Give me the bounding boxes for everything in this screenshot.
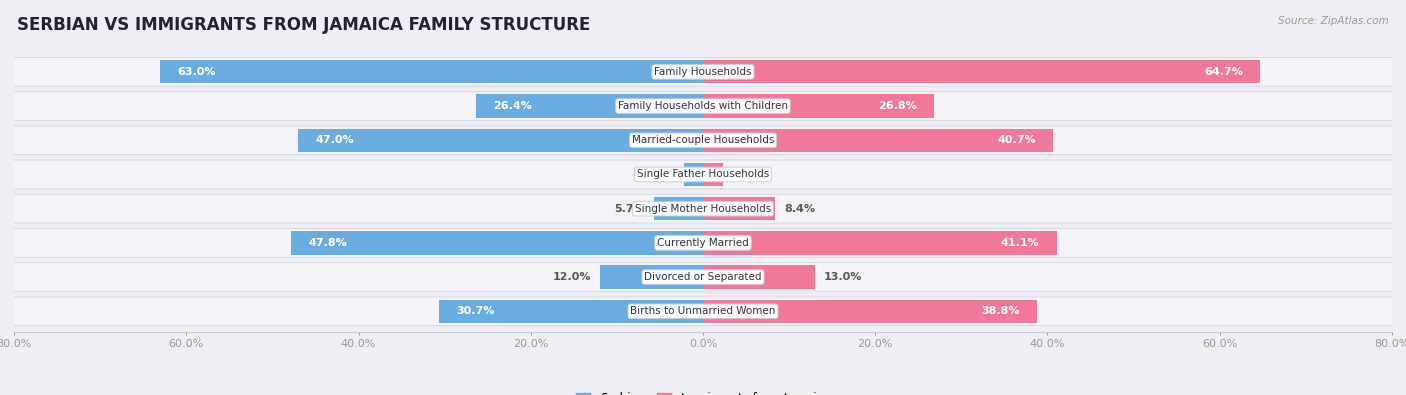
FancyBboxPatch shape xyxy=(7,229,1399,257)
Text: 26.8%: 26.8% xyxy=(877,101,917,111)
Text: Divorced or Separated: Divorced or Separated xyxy=(644,272,762,282)
Text: 26.4%: 26.4% xyxy=(494,101,531,111)
Text: Single Mother Households: Single Mother Households xyxy=(636,204,770,214)
FancyBboxPatch shape xyxy=(7,58,1399,86)
Text: 12.0%: 12.0% xyxy=(553,272,591,282)
Bar xyxy=(599,265,703,289)
Text: 2.3%: 2.3% xyxy=(731,169,762,179)
Text: 64.7%: 64.7% xyxy=(1204,67,1243,77)
Bar xyxy=(703,129,1053,152)
FancyBboxPatch shape xyxy=(7,194,1399,223)
FancyBboxPatch shape xyxy=(7,92,1399,120)
Bar xyxy=(439,300,703,323)
Bar xyxy=(703,60,1260,83)
Text: 38.8%: 38.8% xyxy=(981,306,1019,316)
Bar xyxy=(654,197,703,220)
Bar xyxy=(703,163,723,186)
Legend: Serbian, Immigrants from Jamaica: Serbian, Immigrants from Jamaica xyxy=(571,387,835,395)
Text: 40.7%: 40.7% xyxy=(998,135,1036,145)
Text: 13.0%: 13.0% xyxy=(824,272,862,282)
Bar xyxy=(703,94,934,118)
Text: 8.4%: 8.4% xyxy=(785,204,815,214)
Text: 63.0%: 63.0% xyxy=(177,67,217,77)
Text: 47.8%: 47.8% xyxy=(308,238,347,248)
Bar xyxy=(703,300,1038,323)
Bar xyxy=(703,265,815,289)
Text: Family Households with Children: Family Households with Children xyxy=(619,101,787,111)
Text: 30.7%: 30.7% xyxy=(456,306,495,316)
Bar xyxy=(298,129,703,152)
FancyBboxPatch shape xyxy=(7,160,1399,189)
Bar xyxy=(160,60,703,83)
Text: 47.0%: 47.0% xyxy=(315,135,354,145)
Text: Source: ZipAtlas.com: Source: ZipAtlas.com xyxy=(1278,16,1389,26)
Text: Single Father Households: Single Father Households xyxy=(637,169,769,179)
FancyBboxPatch shape xyxy=(7,263,1399,292)
FancyBboxPatch shape xyxy=(7,126,1399,154)
Bar xyxy=(685,163,703,186)
Text: Currently Married: Currently Married xyxy=(657,238,749,248)
Text: Married-couple Households: Married-couple Households xyxy=(631,135,775,145)
Bar xyxy=(703,231,1057,254)
Text: 5.7%: 5.7% xyxy=(614,204,645,214)
Text: Family Households: Family Households xyxy=(654,67,752,77)
Bar xyxy=(475,94,703,118)
Text: 41.1%: 41.1% xyxy=(1001,238,1039,248)
FancyBboxPatch shape xyxy=(7,297,1399,325)
Text: Births to Unmarried Women: Births to Unmarried Women xyxy=(630,306,776,316)
Bar xyxy=(291,231,703,254)
Bar xyxy=(703,197,775,220)
Text: SERBIAN VS IMMIGRANTS FROM JAMAICA FAMILY STRUCTURE: SERBIAN VS IMMIGRANTS FROM JAMAICA FAMIL… xyxy=(17,16,591,34)
Text: 2.2%: 2.2% xyxy=(644,169,675,179)
